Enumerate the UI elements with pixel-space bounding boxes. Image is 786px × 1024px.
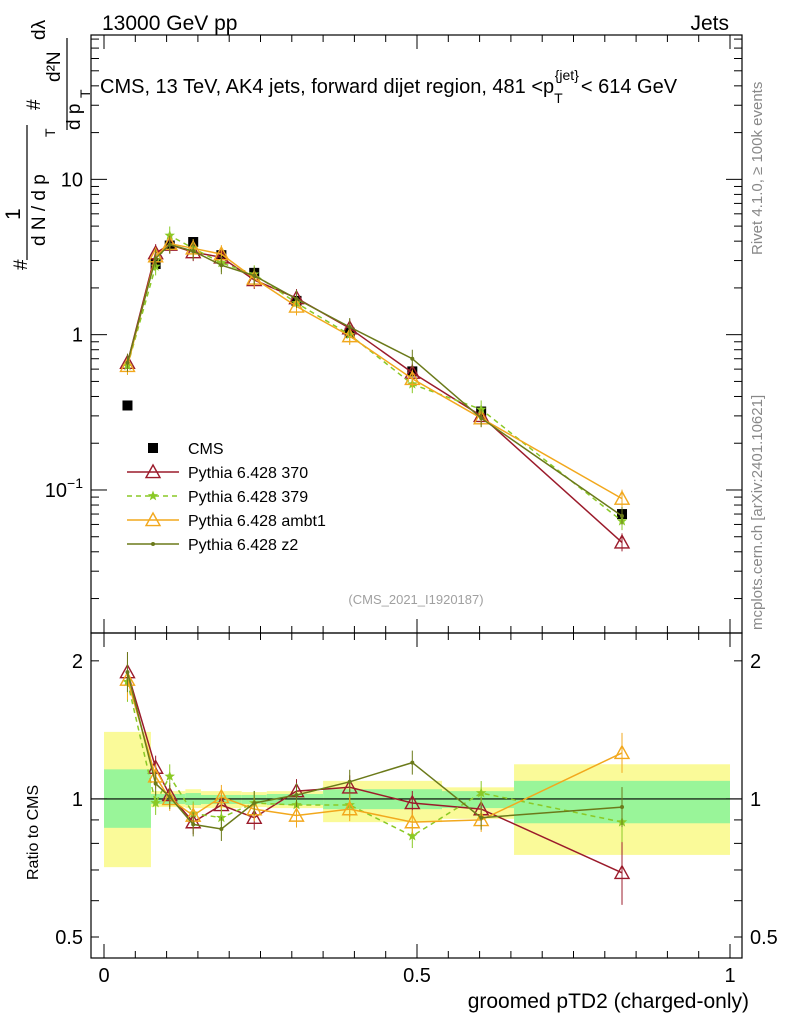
ratio-point-ambt1 <box>288 807 305 822</box>
ratio-point-p370 <box>613 864 631 880</box>
data-point-ambt1 <box>288 297 305 313</box>
data-point-p370 <box>613 533 631 549</box>
ratio-point-ambt1 <box>404 813 421 829</box>
data-point-z2 <box>410 356 415 361</box>
title-suffix: < 614 GeV <box>581 76 678 98</box>
y-tick-label-right: 1 <box>750 789 761 811</box>
y-label-sub-t-2: T <box>77 89 93 98</box>
x-tick-label: 0.5 <box>403 965 431 987</box>
ratio-plot-panel: 0.5 1 2 0.5 1 2 0 0.5 1 <box>55 632 778 987</box>
y-label-dpt: d p <box>64 104 85 130</box>
y-tick-label-right: 2 <box>750 651 761 673</box>
legend-marker-z2 <box>151 542 155 546</box>
legend-label-data: CMS <box>188 441 224 458</box>
y-tick-label-right: 0.5 <box>750 927 778 949</box>
y-label-hash-2: # <box>24 99 45 110</box>
y-tick-label: 10 <box>61 169 83 191</box>
legend-label-z2: Pythia 6.428 z2 <box>188 537 298 554</box>
rivet-version-label: Rivet 4.1.0, ≥ 100k events <box>749 82 766 255</box>
data-point-p379 <box>475 403 487 414</box>
y-tick-label: 1 <box>72 325 83 347</box>
ratio-point-z2 <box>294 792 299 797</box>
data-point-z2 <box>219 263 224 268</box>
legend-label-p379: Pythia 6.428 379 <box>188 489 308 506</box>
ratio-point-p379 <box>164 770 175 781</box>
ratio-point-p379 <box>407 830 418 841</box>
title-prefix: CMS, 13 TeV, AK4 jets, forward dijet reg… <box>100 76 554 98</box>
y-tick-label: 10−1 <box>45 475 83 502</box>
legend-marker-p370 <box>144 463 162 479</box>
ratio-point-z2 <box>167 794 172 799</box>
ratio-point-z2 <box>252 800 257 805</box>
ratio-point-z2 <box>153 781 158 786</box>
ratio-point-p379 <box>150 797 161 808</box>
analysis-id: (CMS_2021_I1920187) <box>348 592 483 607</box>
data-point-ambt1 <box>341 327 358 343</box>
main-y-axis-label: # 1 d N / d p T # d p T d²N dλ <box>2 19 93 270</box>
data-point-z2 <box>153 256 158 261</box>
data-point-z2 <box>167 242 172 247</box>
y-label-dlambda: dλ <box>29 19 50 40</box>
legend-marker-data <box>148 443 158 453</box>
ratio-point-z2 <box>620 805 625 810</box>
uncertainty-band-inner <box>442 791 515 809</box>
data-point-z2 <box>347 325 352 330</box>
x-axis-label: groomed pTD2 (charged-only) <box>468 990 749 1013</box>
y-tick-label: 2 <box>72 651 83 673</box>
legend-marker-ambt1 <box>144 511 162 527</box>
y-label-hash-1: # <box>11 259 32 270</box>
ratio-point-z2 <box>219 826 224 831</box>
data-point-z2 <box>125 360 130 365</box>
x-tick-label: 0 <box>98 965 109 987</box>
mcplots-label: mcplots.cern.ch [arXiv:2401.10621] <box>749 395 766 630</box>
energy-label: 13000 GeV pp <box>102 12 237 35</box>
legend: CMS Pythia 6.428 370 Pythia 6.428 379 Pythi… <box>127 441 326 554</box>
ratio-point-z2 <box>410 760 415 765</box>
ratio-point-ambt1 <box>341 800 358 816</box>
ratio-point-z2 <box>125 670 130 675</box>
plot-title: CMS, 13 TeV, AK4 jets, forward dijet reg… <box>100 67 678 106</box>
data-point-z2 <box>620 513 625 518</box>
data-point-z2 <box>294 296 299 301</box>
y-label-one: 1 <box>2 208 25 220</box>
legend-marker-p379 <box>147 490 159 501</box>
ratio-point-p379 <box>475 787 487 798</box>
y-tick-label: 1 <box>72 789 83 811</box>
y-tick-label: 0.5 <box>55 927 83 949</box>
ratio-point-z2 <box>347 779 352 784</box>
data-point-ambt1 <box>613 490 631 505</box>
legend-label-ambt1: Pythia 6.428 ambt1 <box>188 513 326 530</box>
y-label-dn-dpt: d N / d p <box>29 174 50 246</box>
ratio-y-axis-label: Ratio to CMS <box>25 785 42 880</box>
title-superscript: {jet} <box>555 67 579 83</box>
data-point-data <box>122 400 133 411</box>
legend-label-p370: Pythia 6.428 370 <box>188 465 308 482</box>
data-point-ambt1 <box>404 370 421 386</box>
ratio-point-z2 <box>479 815 484 820</box>
ratio-point-p370 <box>404 794 421 810</box>
category-label: Jets <box>690 12 729 35</box>
x-tick-label: 1 <box>724 965 735 987</box>
y-label-d2n: d²N <box>44 51 65 82</box>
ratio-point-ambt1 <box>213 788 230 804</box>
ratio-point-z2 <box>191 822 196 827</box>
data-point-z2 <box>479 416 484 421</box>
ratio-point-ambt1 <box>613 744 631 760</box>
y-label-sub-t-1: T <box>42 128 58 137</box>
ratio-point-p370 <box>246 809 263 825</box>
series-line-ambt1 <box>126 242 623 500</box>
data-point-z2 <box>191 249 196 254</box>
title-subscript: T <box>554 90 563 106</box>
data-point-z2 <box>252 273 257 278</box>
